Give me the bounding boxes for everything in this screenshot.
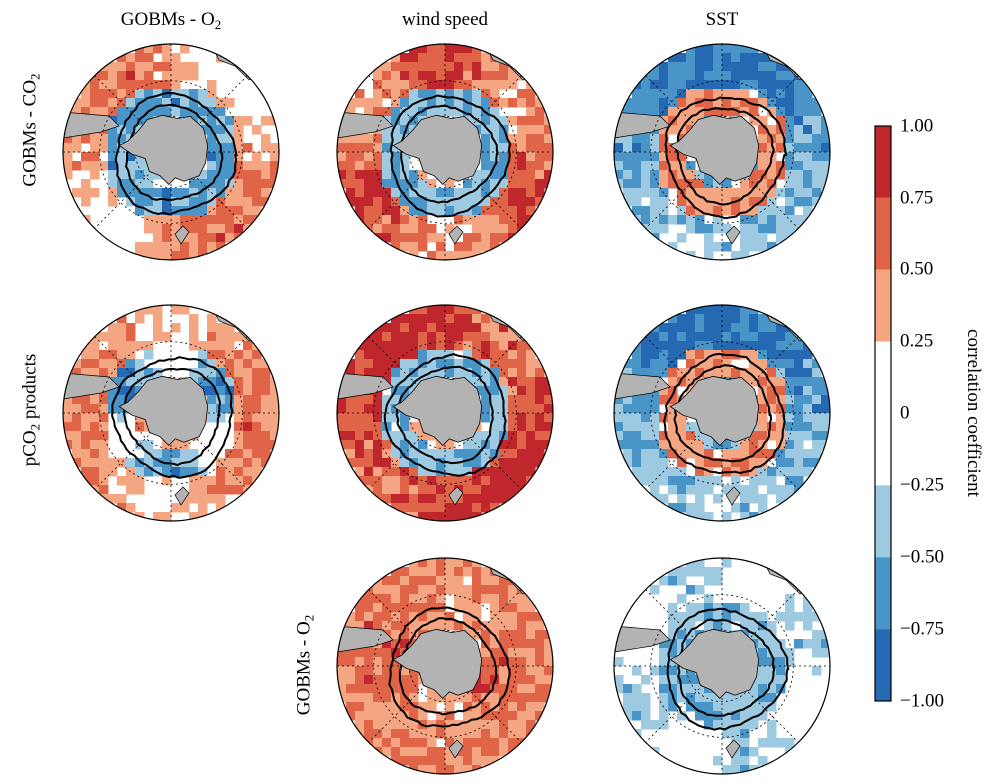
colorbar-bin	[875, 341, 891, 486]
polar-map-panel	[336, 304, 554, 522]
column-title-wind-speed: wind speed	[401, 9, 489, 30]
colorbar-bin	[875, 126, 891, 198]
colorbar-tick-label: −1.00	[900, 690, 944, 712]
polar-map-panel	[613, 43, 831, 261]
polar-map-panel	[336, 557, 554, 775]
colorbar-tick-label: −0.25	[900, 474, 944, 496]
colorbar-bin	[875, 629, 891, 701]
colorbar-tick-label: 1.00	[900, 115, 934, 137]
polar-map-panel	[613, 304, 831, 522]
row-title-gobms-o2: GOBMs - O2	[293, 614, 317, 716]
colorbar-bin	[875, 269, 891, 342]
colorbar-tick-label: 0.75	[900, 187, 934, 209]
colorbar-tick-label: 0.50	[900, 258, 934, 280]
colorbar-bin	[875, 557, 891, 630]
polar-map-panel	[62, 304, 280, 522]
colorbar-tick-label: 0.25	[900, 330, 934, 352]
colorbar-title: correlation coefficient	[963, 329, 984, 497]
colorbar	[874, 125, 892, 702]
column-title-sst: SST	[705, 9, 739, 30]
polar-map-panel	[336, 43, 554, 261]
row-title-pco2-products: pCO2 products	[19, 353, 43, 467]
colorbar-bin	[875, 197, 891, 270]
colorbar-tick-label: −0.75	[900, 618, 944, 640]
colorbar-tick-label: 0	[900, 402, 910, 424]
colorbar-bin	[875, 485, 891, 558]
polar-map-panel	[613, 557, 831, 775]
column-title-gobms-o2: GOBMs - O2	[120, 9, 222, 32]
colorbar-tick-label: −0.50	[900, 546, 944, 568]
polar-map-panel	[62, 43, 280, 261]
colorbar-frame	[874, 125, 892, 702]
row-title-gobms-co2: GOBMs - CO2	[19, 73, 43, 187]
